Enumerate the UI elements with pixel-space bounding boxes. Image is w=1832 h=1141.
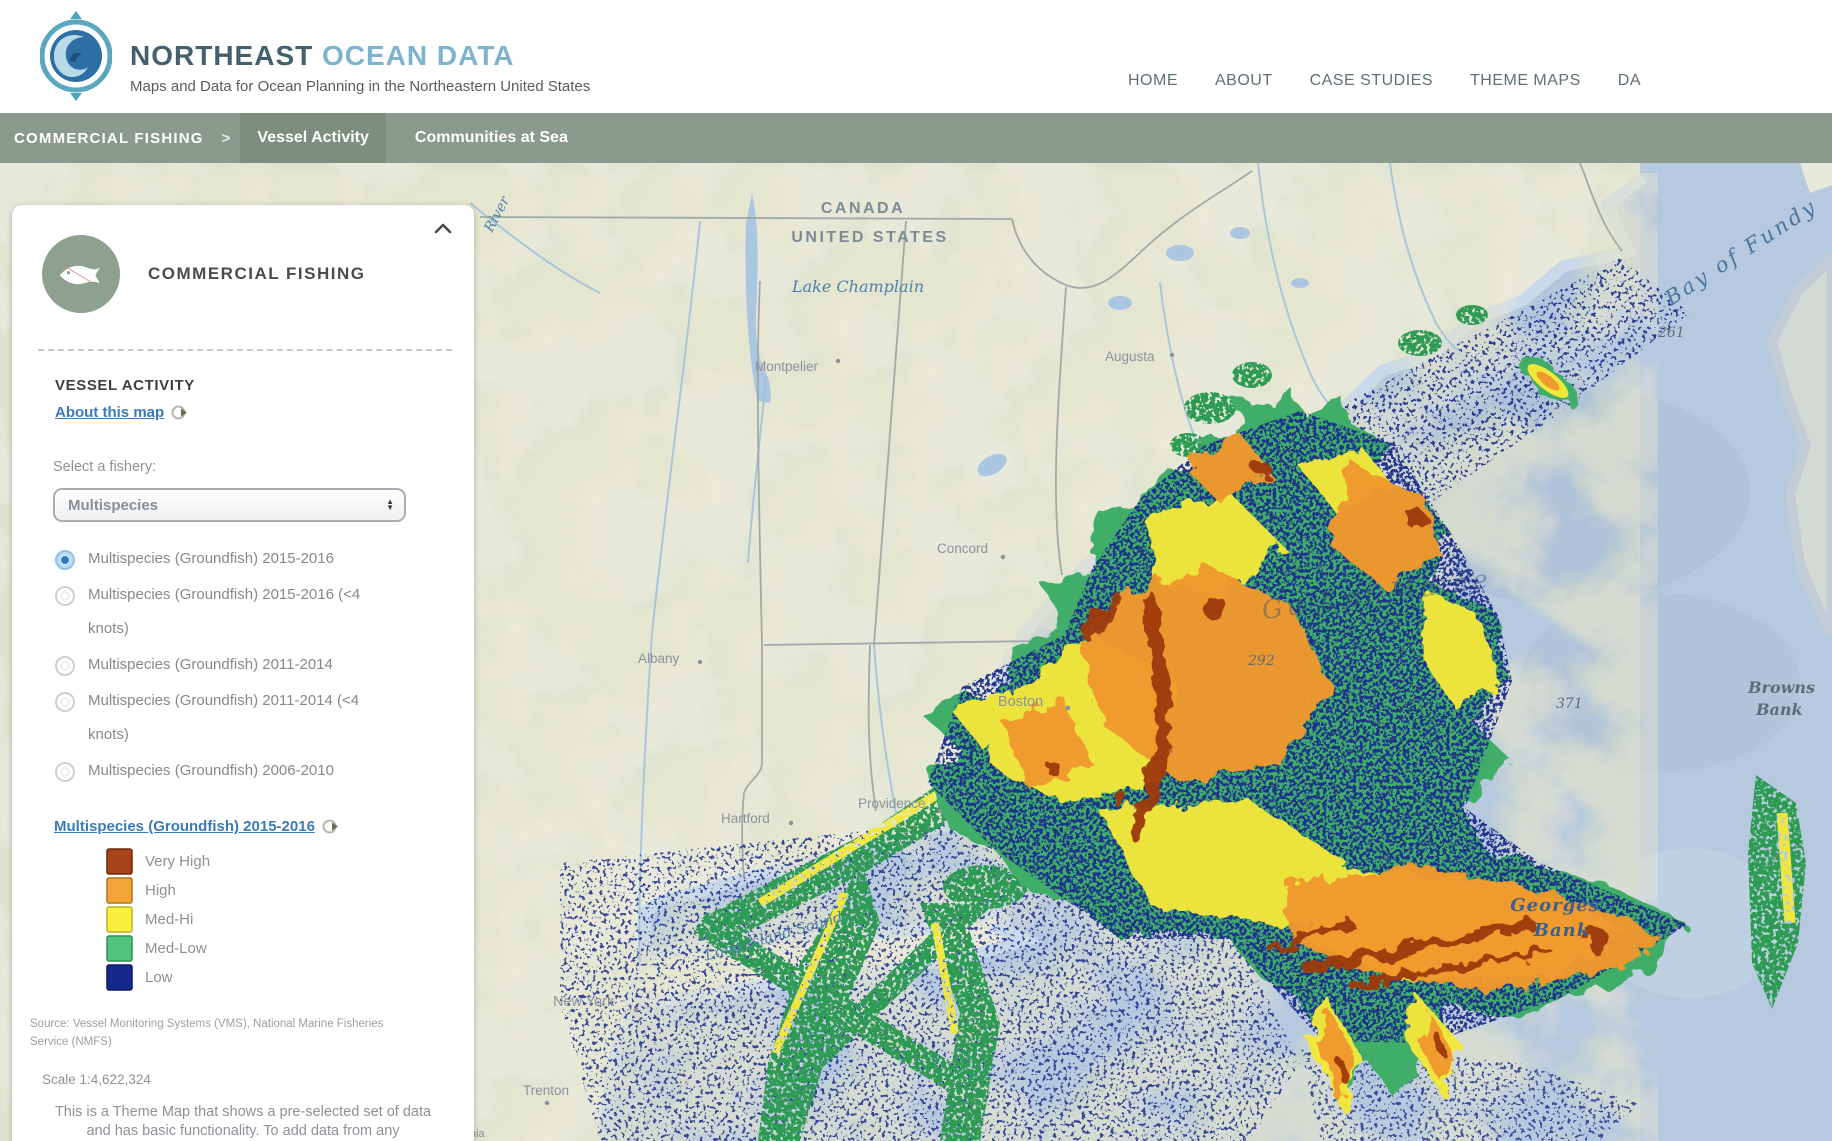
about-this-map-link[interactable]: About this map	[55, 404, 165, 421]
site-tagline: Maps and Data for Ocean Planning in the …	[130, 78, 591, 95]
panel-collapse-button[interactable]	[434, 221, 452, 239]
label-albany: Albany	[638, 651, 680, 666]
radio-option[interactable]: Multispecies (Groundfish) 2006-2010	[55, 754, 474, 788]
select-fishery-label: Select a fishery:	[53, 459, 157, 475]
label-augusta: Augusta	[1105, 349, 1155, 364]
commercial-fishing-panel: COMMERCIAL FISHING VESSEL ACTIVITY About…	[12, 205, 474, 1141]
fishery-select-value: Multispecies	[68, 496, 159, 514]
external-link-icon	[171, 405, 188, 420]
legend-row: Very High	[106, 847, 474, 876]
radio-icon[interactable]	[55, 762, 75, 782]
vessel-activity-heatmap	[560, 258, 1806, 1141]
radio-selected-icon[interactable]	[55, 550, 75, 570]
tab-vessel-activity[interactable]: Vessel Activity	[240, 113, 386, 163]
legend-row: Med-Low	[106, 934, 474, 963]
radio-icon[interactable]	[55, 656, 75, 676]
legend-swatch-med-hi	[106, 906, 133, 933]
legend-swatch-very-high	[106, 848, 133, 875]
breadcrumb-bar: COMMERCIAL FISHING > Vessel Activity Com…	[0, 113, 1832, 163]
legend-row: High	[106, 876, 474, 905]
radio-option[interactable]: Multispecies (Groundfish) 2011-2014 (<4 …	[55, 684, 474, 752]
source-note: Source: Vessel Monitoring Systems (VMS),…	[30, 1018, 384, 1048]
label-montpelier: Montpelier	[755, 359, 819, 374]
label-lake-champlain: Lake Champlain	[791, 277, 924, 296]
label-depth-292: 292	[1247, 653, 1275, 669]
label-new-york: New York	[553, 994, 615, 1010]
legend-title-link[interactable]: Multispecies (Groundfish) 2015-2016	[54, 818, 315, 835]
radio-option[interactable]: Multispecies (Groundfish) 2015-2016 (<4 …	[55, 578, 474, 646]
site-title: NORTHEAST OCEAN DATA	[130, 40, 515, 71]
section-title: VESSEL ACTIVITY	[55, 377, 195, 394]
legend-swatch-high	[106, 877, 133, 904]
nav-data-truncated[interactable]: DA	[1617, 72, 1642, 89]
map-scale: Scale 1:4,622,324	[42, 1071, 151, 1087]
fishery-select[interactable]: Multispecies ▲ ▼	[53, 488, 406, 522]
label-trenton: Trenton	[523, 1083, 569, 1098]
logo-tab	[70, 11, 82, 19]
site-logo[interactable]	[39, 9, 113, 103]
label-concord: Concord	[937, 541, 988, 556]
label-georges-bank-2: Bank	[1533, 920, 1590, 941]
legend-row: Med-Hi	[106, 905, 474, 934]
breadcrumb[interactable]: COMMERCIAL FISHING	[14, 129, 204, 147]
radio-icon[interactable]	[55, 692, 75, 712]
radio-option[interactable]: Multispecies (Groundfish) 2015-2016	[55, 542, 474, 576]
label-boston: Boston	[998, 694, 1043, 710]
map-viewport[interactable]: CANADA UNITED STATES Lake Champlain Rive…	[0, 163, 1832, 1141]
nav-case-studies[interactable]: CASE STUDIES	[1309, 72, 1433, 89]
legend-swatch-low	[106, 964, 133, 991]
chevron-up-icon	[434, 223, 452, 234]
site-header: NORTHEAST OCEAN DATA Maps and Data for O…	[0, 0, 1832, 113]
external-link-icon	[322, 819, 338, 834]
radio-option[interactable]: Multispecies (Groundfish) 2011-2014	[55, 648, 474, 682]
fish-icon	[42, 235, 120, 313]
nav-home[interactable]: HOME	[1128, 72, 1178, 89]
label-georges-bank-1: Georges	[1510, 895, 1600, 916]
label-browns-bank-2: Bank	[1755, 700, 1803, 719]
legend-swatch-med-low	[106, 935, 133, 962]
nova-scotia-land	[1766, 252, 1832, 636]
label-united-states: UNITED STATES	[791, 229, 948, 246]
label-providence: Providence	[858, 796, 926, 811]
main-nav: HOME ABOUT CASE STUDIES THEME MAPS DA	[1128, 72, 1641, 90]
label-depth-371: 371	[1556, 696, 1583, 712]
label-depth-261: 261	[1657, 325, 1685, 341]
label-canada: CANADA	[821, 200, 905, 217]
radio-icon[interactable]	[55, 586, 75, 606]
activity-legend: Very High High Med-Hi Med-Low Low	[106, 847, 474, 992]
nav-about[interactable]: ABOUT	[1215, 72, 1273, 89]
legend-row: Low	[106, 963, 474, 992]
theme-map-note: This is a Theme Map that shows a pre-sel…	[54, 1103, 432, 1139]
select-stepper-icon: ▲ ▼	[386, 497, 394, 512]
label-hartford: Hartford	[721, 811, 770, 826]
divider	[38, 349, 452, 351]
tab-communities-at-sea[interactable]: Communities at Sea	[414, 129, 568, 146]
breadcrumb-separator: >	[221, 129, 231, 147]
fishery-layer-options: Multispecies (Groundfish) 2015-2016 Mult…	[55, 542, 474, 788]
nav-theme-maps[interactable]: THEME MAPS	[1469, 72, 1581, 89]
panel-title: COMMERCIAL FISHING	[148, 264, 366, 283]
label-browns-bank-1: Browns	[1747, 678, 1815, 697]
